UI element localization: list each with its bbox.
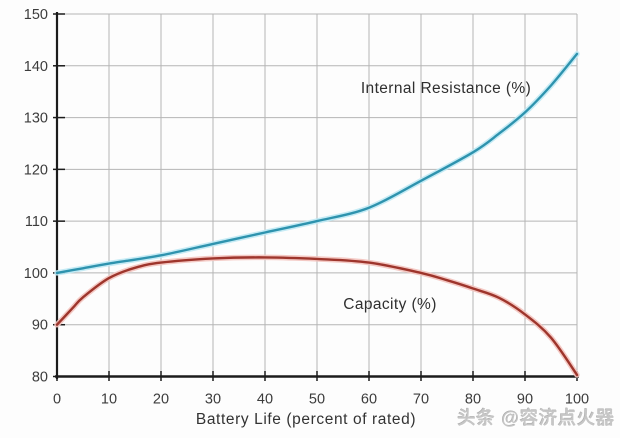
series-0-line xyxy=(55,52,579,275)
series-1-line xyxy=(55,256,579,377)
y-tick-label: 100 xyxy=(24,266,48,282)
y-tick-label: 90 xyxy=(32,318,48,334)
x-tick-label: 90 xyxy=(517,392,533,408)
y-tick-label: 110 xyxy=(25,214,48,230)
internal-resistance-label: Internal Resistance (%) xyxy=(360,80,532,97)
tick-labels: 80 90 100 110 120 130 140 150 0 10 20 30 40 50 60 70 80 9… xyxy=(24,7,589,408)
x-tick-label: 100 xyxy=(565,392,589,408)
x-tick-label: 80 xyxy=(465,392,481,408)
x-tick-label: 50 xyxy=(309,392,325,408)
x-tick-label: 20 xyxy=(153,392,169,408)
y-tick-label: 130 xyxy=(24,111,48,127)
x-axis-title: Battery Life (percent of rated) xyxy=(195,411,417,428)
curves xyxy=(54,51,580,378)
y-tick-label: 140 xyxy=(24,59,48,75)
watermark: 头条 @容济点火器 xyxy=(457,408,615,428)
capacity-label: Capacity (%) xyxy=(343,296,437,313)
y-tick-label: 150 xyxy=(24,7,48,23)
x-tick-label: 10 xyxy=(101,392,117,408)
y-tick-label: 80 xyxy=(32,370,48,386)
x-tick-label: 60 xyxy=(361,392,377,408)
x-tick-label: 30 xyxy=(205,392,221,408)
y-tick-label: 120 xyxy=(24,162,48,178)
x-tick-label: 70 xyxy=(413,392,429,408)
x-tick-label: 0 xyxy=(53,392,61,408)
x-tick-label: 40 xyxy=(257,392,273,408)
axes xyxy=(53,12,579,381)
gridlines xyxy=(57,13,578,377)
